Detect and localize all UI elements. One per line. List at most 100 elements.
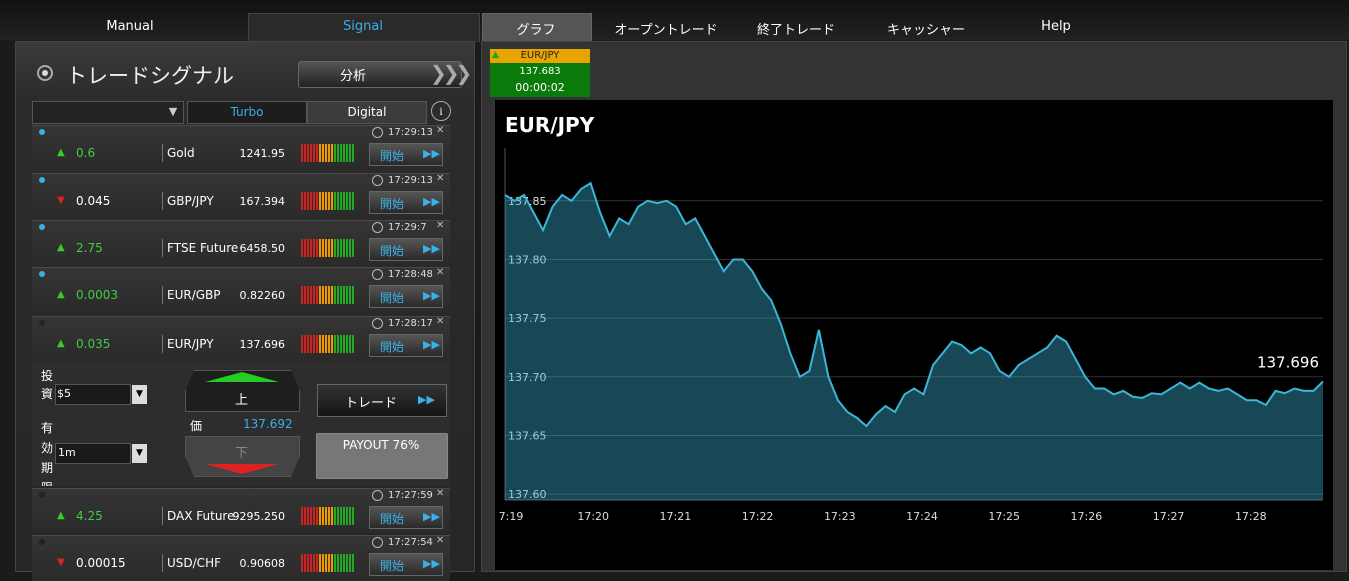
invest-label: 投資 xyxy=(41,369,54,401)
down-label[interactable]: 下 xyxy=(234,446,248,461)
analyze-label[interactable]: 分析 xyxy=(339,69,366,84)
meter-bar xyxy=(319,554,321,572)
meter-bar xyxy=(334,335,336,353)
start-arrows: ▶▶ xyxy=(423,557,440,570)
asset-price: 6458.50 xyxy=(239,242,286,255)
meter-bar xyxy=(304,192,306,210)
meter-bar xyxy=(343,507,345,525)
start-btn[interactable] xyxy=(369,285,443,308)
dropdown-arrow: ▼ xyxy=(168,105,178,118)
close-icon[interactable]: ✕ xyxy=(436,173,445,184)
meter-bar xyxy=(328,554,330,572)
meter-bar xyxy=(349,239,351,257)
ticker-price: 137.683 xyxy=(519,66,561,77)
close-icon[interactable]: ✕ xyxy=(436,316,445,327)
close-icon[interactable]: ✕ xyxy=(436,220,445,231)
direction-arrow: ▲ xyxy=(57,147,65,158)
filter-tab[interactable]: Digital xyxy=(307,101,427,124)
meter-bar xyxy=(319,239,321,257)
start-label[interactable]: 開始 xyxy=(380,291,405,305)
start-btn[interactable] xyxy=(369,238,443,261)
meter-bar xyxy=(307,286,309,304)
meter-bar xyxy=(349,192,351,210)
meter-bar xyxy=(343,286,345,304)
meter-bar xyxy=(307,192,309,210)
y-tick-label: 137.70 xyxy=(508,371,547,384)
meter-bar xyxy=(307,239,309,257)
x-tick-label: 17:26 xyxy=(1071,510,1103,523)
nav-tab[interactable]: グラフ xyxy=(516,23,556,38)
meter-bar xyxy=(337,554,339,572)
nav-tab[interactable]: キャッシャー xyxy=(886,23,965,38)
meter-bar xyxy=(319,286,321,304)
meter-bar xyxy=(337,507,339,525)
meter-bar xyxy=(322,192,324,210)
meter-bar xyxy=(349,335,351,353)
select-arrow[interactable]: ▼ xyxy=(132,444,147,463)
start-label[interactable]: 開始 xyxy=(380,244,405,258)
trade-label[interactable]: トレード xyxy=(345,396,398,411)
nav-tab[interactable]: Signal xyxy=(343,19,383,34)
meter-bar xyxy=(328,144,330,162)
signal-time: 17:29:7 xyxy=(388,222,427,233)
signal-time: 17:29:13 xyxy=(388,175,433,186)
invest-input[interactable] xyxy=(55,384,131,405)
meter-bar xyxy=(328,335,330,353)
meter-bar xyxy=(307,335,309,353)
trade-btn[interactable] xyxy=(317,384,447,417)
last-price-label: 137.696 xyxy=(1257,353,1319,371)
close-icon[interactable]: ✕ xyxy=(436,535,445,546)
ticker-body xyxy=(490,63,590,97)
status-dot xyxy=(39,129,45,135)
asset-name: EUR/GBP xyxy=(167,288,221,302)
start-btn[interactable] xyxy=(369,506,443,529)
close-icon[interactable]: ✕ xyxy=(436,267,445,278)
start-label[interactable]: 開始 xyxy=(380,512,405,526)
meter-bar xyxy=(340,239,342,257)
meter-bar xyxy=(325,286,327,304)
meter-bar xyxy=(322,335,324,353)
up-label[interactable]: 上 xyxy=(234,393,248,408)
start-arrows: ▶▶ xyxy=(423,195,440,208)
meter-bar xyxy=(331,144,333,162)
start-label[interactable]: 開始 xyxy=(380,340,405,354)
meter-bar xyxy=(313,144,315,162)
meter-bar xyxy=(346,239,348,257)
nav-tab[interactable]: Help xyxy=(1041,19,1071,34)
x-tick-label: 17:25 xyxy=(988,510,1020,523)
separator xyxy=(162,144,163,162)
meter-bar xyxy=(325,192,327,210)
filter-tab[interactable]: Turbo xyxy=(187,101,307,124)
start-label[interactable]: 開始 xyxy=(380,559,405,573)
meter-bar xyxy=(319,144,321,162)
start-btn[interactable] xyxy=(369,191,443,214)
select-arrow[interactable]: ▼ xyxy=(132,385,147,404)
dropdown[interactable] xyxy=(32,101,184,124)
close-icon[interactable]: ✕ xyxy=(436,125,445,136)
expiry-input[interactable] xyxy=(55,443,131,464)
meter-bar xyxy=(310,335,312,353)
signal-value: 0.045 xyxy=(76,194,111,208)
clock-icon xyxy=(372,127,383,138)
start-btn[interactable] xyxy=(369,334,443,357)
meter-bar xyxy=(352,144,354,162)
start-label[interactable]: 開始 xyxy=(380,149,405,163)
nav-tab[interactable]: 終了トレード xyxy=(756,23,835,38)
asset-name: GBP/JPY xyxy=(167,194,214,208)
direction-arrow: ▼ xyxy=(57,195,65,206)
clock-icon xyxy=(372,318,383,329)
down-triangle xyxy=(205,464,279,474)
close-icon[interactable]: ✕ xyxy=(436,488,445,499)
start-btn[interactable] xyxy=(369,143,443,166)
expiry-value: 1m xyxy=(58,446,76,459)
meter-bar xyxy=(310,286,312,304)
analyze-arrows: ❯❯❯ xyxy=(430,61,472,85)
area-fill xyxy=(505,183,1323,500)
y-tick-label: 137.60 xyxy=(508,488,547,501)
meter-bar xyxy=(337,239,339,257)
analyze-btn[interactable] xyxy=(298,61,462,88)
start-label[interactable]: 開始 xyxy=(380,197,405,211)
nav-tab[interactable]: オープントレード xyxy=(614,23,718,38)
nav-tab[interactable]: Manual xyxy=(106,19,154,34)
